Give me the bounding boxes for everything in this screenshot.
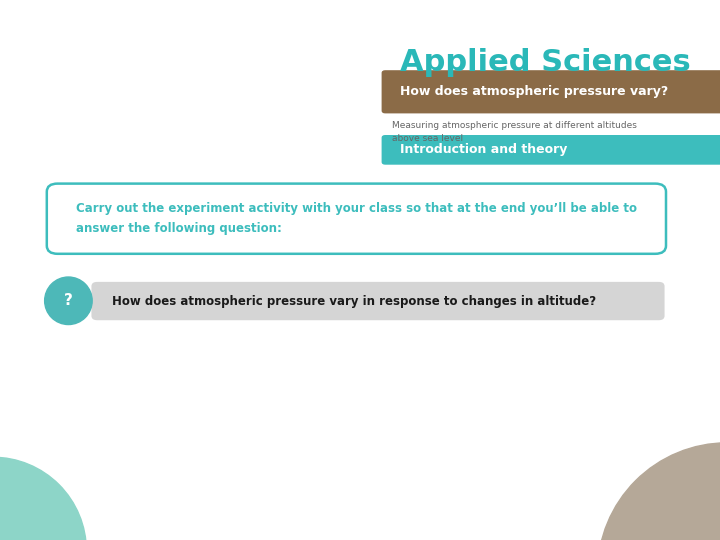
Ellipse shape — [45, 277, 92, 325]
Ellipse shape — [598, 443, 720, 540]
Ellipse shape — [0, 457, 86, 540]
Text: How does atmospheric pressure vary?: How does atmospheric pressure vary? — [400, 85, 668, 98]
Text: How does atmospheric pressure vary in response to changes in altitude?: How does atmospheric pressure vary in re… — [112, 294, 595, 308]
Text: Introduction and theory: Introduction and theory — [400, 143, 567, 157]
FancyBboxPatch shape — [91, 282, 665, 320]
FancyBboxPatch shape — [47, 184, 666, 254]
Text: Measuring atmospheric pressure at different altitudes
above sea level: Measuring atmospheric pressure at differ… — [392, 121, 637, 144]
Text: Applied Sciences: Applied Sciences — [400, 48, 691, 77]
Text: Carry out the experiment activity with your class so that at the end you’ll be a: Carry out the experiment activity with y… — [76, 202, 636, 235]
FancyBboxPatch shape — [382, 70, 720, 113]
FancyBboxPatch shape — [382, 135, 720, 165]
Text: ?: ? — [64, 293, 73, 308]
